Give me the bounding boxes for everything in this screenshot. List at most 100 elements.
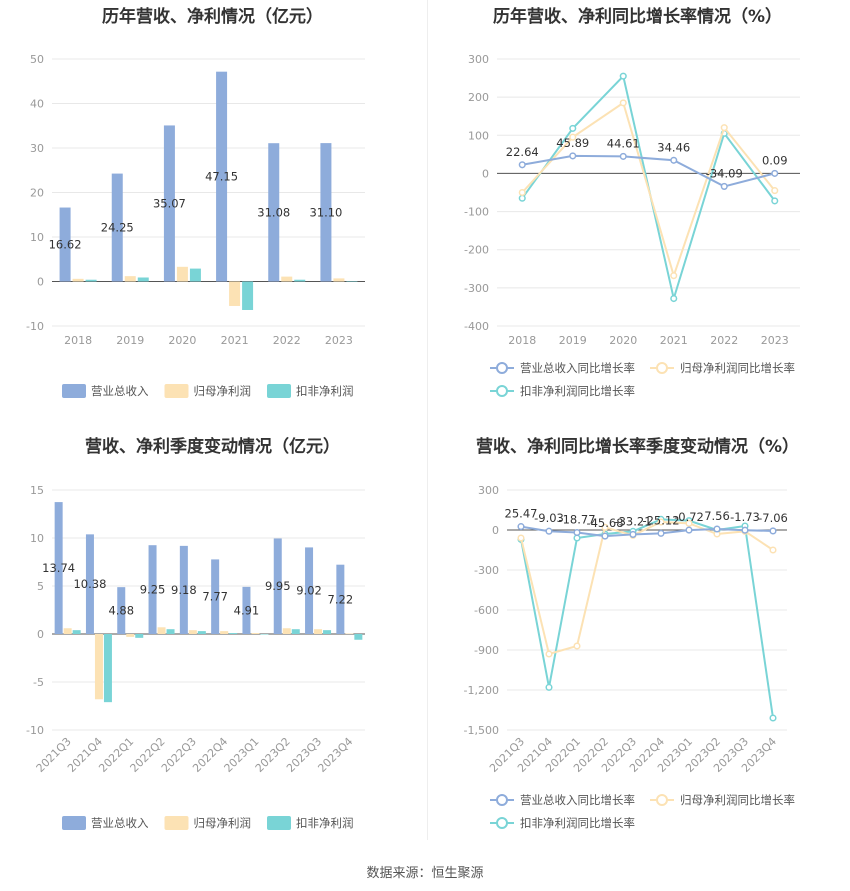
data-label: -9.03	[534, 511, 564, 525]
data-point	[713, 525, 721, 533]
legend-swatch	[267, 816, 291, 830]
data-point	[657, 529, 665, 537]
bar	[242, 281, 254, 310]
legend-swatch	[62, 816, 86, 830]
data-label: 13.74	[42, 561, 75, 575]
x-tick-label: 2018	[64, 334, 92, 347]
data-point	[601, 532, 609, 540]
y-tick-label: -400	[464, 320, 489, 333]
x-tick-label: 2019	[116, 334, 144, 347]
data-point	[685, 519, 693, 527]
legend-swatch	[164, 384, 189, 398]
legend-label: 归母净利润同比增长率	[680, 361, 795, 375]
quarterly-revenue-profit-chart: 营收、净利季度变动情况（亿元） 15 10 5 0 -5 -10 2021Q3 2021Q4 2…	[0, 430, 425, 860]
bar	[94, 634, 103, 700]
bar	[220, 631, 229, 634]
bar	[281, 276, 293, 282]
data-point	[771, 197, 779, 205]
data-point	[629, 530, 637, 538]
legend-label: 营业总收入	[91, 384, 149, 398]
y-tick-label: 5	[37, 580, 44, 593]
data-label: 7.77	[202, 590, 228, 604]
bar	[54, 502, 63, 634]
bar	[126, 634, 135, 637]
y-tick-label: -600	[474, 604, 499, 617]
data-label: 45.89	[556, 136, 589, 150]
series-line	[522, 154, 775, 188]
data-label: 35.07	[153, 196, 186, 210]
data-label: 47.15	[205, 170, 238, 184]
bar	[124, 276, 136, 282]
bar	[59, 207, 71, 282]
legend-marker	[656, 362, 668, 374]
chart-title: 营收、净利季度变动情况（亿元）	[85, 437, 340, 457]
legend-swatch	[164, 816, 189, 830]
y-tick-label: 300	[478, 484, 499, 497]
bar	[179, 545, 188, 634]
bar	[291, 629, 300, 634]
y-tick-label: -900	[474, 644, 499, 657]
chart-title: 营收、净利同比增长率季度变动情况（%）	[475, 437, 800, 457]
chart-svg: 300 200 100 0 -100 -200 -300 -400 2018 2019 2020 20…	[464, 53, 800, 398]
legend-swatch	[267, 384, 291, 398]
y-tick-label: 50	[30, 53, 44, 66]
bar	[282, 628, 291, 634]
data-point	[720, 182, 728, 190]
bar	[85, 279, 97, 282]
chart-svg: 3000-300-600-900-1,200-1,5002021Q32021Q4…	[464, 484, 795, 830]
data-label: 9.02	[296, 584, 322, 598]
legend-label: 扣非净利润	[296, 816, 354, 830]
data-label: -0.72	[674, 510, 704, 524]
data-label: 9.95	[265, 579, 291, 593]
bar	[166, 629, 175, 634]
legend-marker	[496, 385, 508, 397]
data-point	[517, 534, 525, 542]
chart-title: 历年营收、净利情况（亿元）	[102, 7, 323, 27]
legend-label: 营业总收入	[91, 816, 149, 830]
legend-label: 营业总收入同比增长率	[520, 361, 635, 375]
x-tick-label: 2018	[508, 334, 536, 347]
y-tick-label: 0	[37, 628, 44, 641]
bar	[320, 143, 332, 282]
bar	[314, 629, 323, 634]
data-point	[569, 152, 577, 160]
data-point	[769, 527, 777, 535]
data-label: 34.46	[657, 140, 690, 154]
series-line	[520, 520, 774, 656]
chart-svg: 50 40 30 20 10 0 -10 2018 2019 2020 2021 2022 2023 16…	[26, 53, 365, 398]
bar	[229, 281, 241, 306]
legend-label: 扣非净利润	[296, 384, 354, 398]
y-tick-label: -100	[464, 206, 489, 219]
y-tick-label: 30	[30, 142, 44, 155]
data-point	[573, 642, 581, 650]
bar	[305, 547, 314, 634]
y-tick-label: 0	[492, 524, 499, 537]
y-tick-label: 300	[468, 53, 489, 66]
bar	[111, 173, 123, 282]
y-tick-label: 0	[37, 276, 44, 289]
bar	[135, 634, 144, 638]
bar	[148, 545, 157, 634]
x-tick-label: 2023	[325, 334, 353, 347]
x-tick-label: 2020	[168, 334, 196, 347]
x-tick-label: 2023Q4	[315, 735, 355, 775]
bar	[197, 631, 206, 634]
legend-marker	[656, 794, 668, 806]
y-tick-label: 200	[468, 91, 489, 104]
bar	[336, 564, 345, 634]
data-label: -18.77	[558, 513, 595, 527]
data-label: 22.64	[506, 145, 539, 159]
data-point	[670, 294, 678, 303]
bar	[333, 278, 345, 282]
data-point	[569, 124, 577, 132]
x-tick-label: 2022	[710, 334, 738, 347]
data-point	[685, 526, 693, 534]
data-point	[741, 526, 749, 534]
y-tick-label: 15	[30, 484, 44, 497]
bar	[72, 630, 81, 634]
series-line	[520, 518, 774, 719]
data-label: 25.47	[505, 507, 538, 521]
y-tick-label: -10	[26, 320, 44, 333]
data-point	[619, 72, 627, 80]
data-label: 0.09	[762, 153, 788, 167]
